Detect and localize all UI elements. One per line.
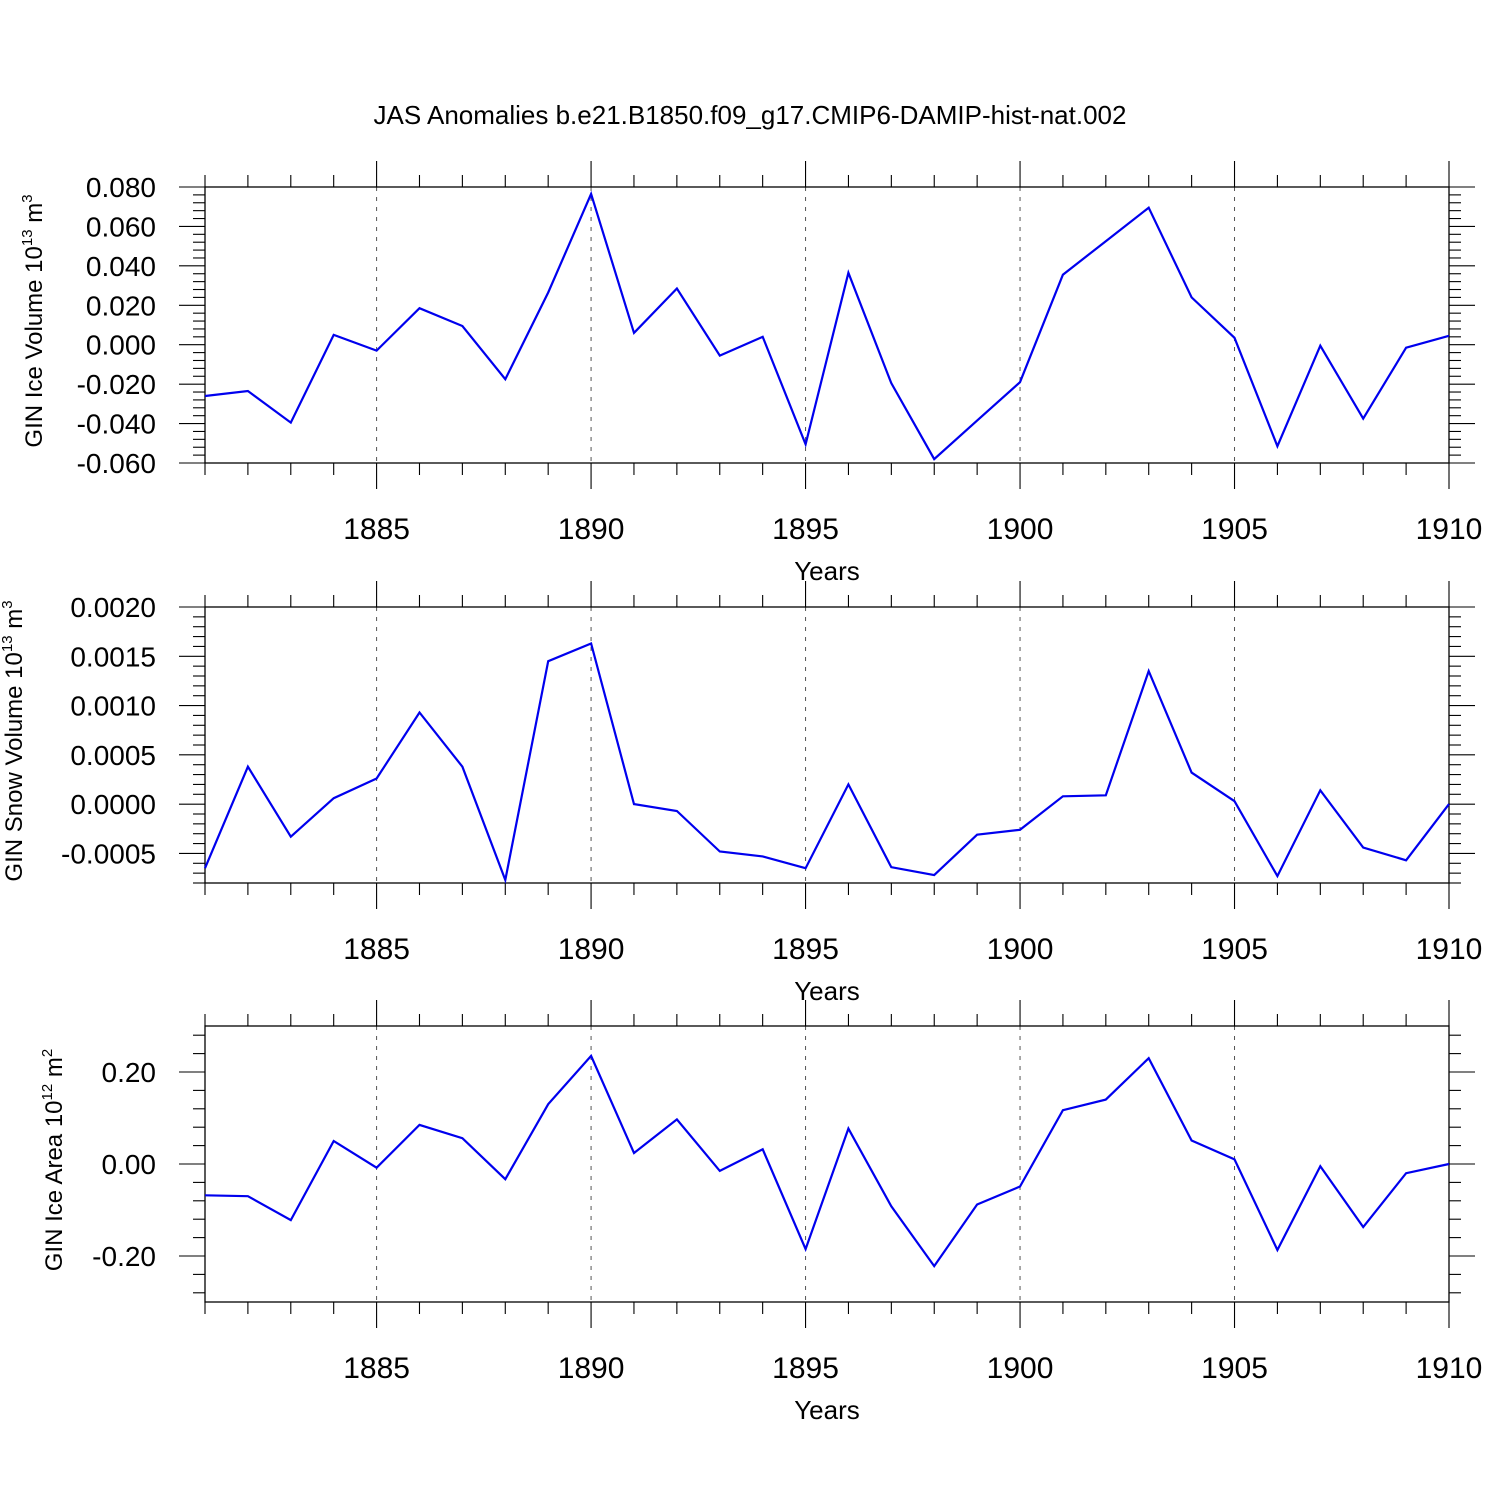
x-tick-label: 1900 — [987, 1352, 1054, 1385]
panel-2: 0.0020 0.0015 0.0010 0.0005 0.0000 -0.0005 188… — [0, 581, 1482, 1006]
y-tick-label: 0.080 — [86, 172, 156, 203]
y-tick-label: 0.0015 — [70, 641, 156, 672]
y-tick-label: 0.0000 — [70, 789, 156, 820]
plot-frame — [204, 606, 1450, 884]
y-axis-label: GIN Snow Volume 1013 m3 — [0, 600, 28, 881]
panel-3: 0.20 0.00 -0.20 1885 1890 1895 1900 1905 1910 Yea… — [39, 1000, 1482, 1425]
y-tick-label: 0.000 — [86, 330, 156, 361]
x-tick-label: 1900 — [987, 933, 1054, 966]
series-line — [204, 1053, 1450, 1269]
x-tick-label: 1895 — [772, 513, 839, 546]
y-tick-label: -0.060 — [77, 448, 156, 479]
x-tick-label: 1885 — [343, 513, 410, 546]
series-line — [204, 190, 1450, 461]
y-tick-label: 0.040 — [86, 251, 156, 282]
x-tick-label: 1895 — [772, 1352, 839, 1385]
y-tick-label: 0.020 — [86, 290, 156, 321]
x-tick-label: 1910 — [1416, 1352, 1483, 1385]
y-tick-label: -0.20 — [92, 1241, 156, 1272]
y-tick-label: 0.0020 — [70, 592, 156, 623]
x-axis-label: Years — [794, 556, 860, 586]
x-tick-label: 1885 — [343, 933, 410, 966]
series-line — [203, 642, 1450, 884]
y-tick-label: 0.20 — [102, 1057, 157, 1088]
y-tick-label: 0.0005 — [70, 740, 156, 771]
x-tick-label: 1890 — [558, 1352, 625, 1385]
y-axis-label: GIN Ice Volume 1013 m3 — [19, 194, 48, 447]
y-tick-label: -0.020 — [77, 369, 156, 400]
x-tick-label: 1895 — [772, 933, 839, 966]
y-tick-label: 0.00 — [102, 1149, 157, 1180]
x-axis-label: Years — [794, 976, 860, 1006]
x-tick-label: 1885 — [343, 1352, 410, 1385]
panel-1: 0.080 0.060 0.040 0.020 0.000 -0.020 -0.040 -0.… — [19, 161, 1482, 586]
x-tick-label: 1905 — [1201, 513, 1268, 546]
plot-frame — [204, 186, 1450, 464]
y-tick-label: 0.0010 — [70, 691, 156, 722]
x-tick-label: 1905 — [1201, 933, 1268, 966]
x-axis-label: Years — [794, 1395, 860, 1425]
x-tick-label: 1890 — [558, 933, 625, 966]
x-tick-label: 1900 — [987, 513, 1054, 546]
y-axis-label: GIN Ice Area 1012 m2 — [39, 1049, 68, 1271]
chart-title: JAS Anomalies b.e21.B1850.f09_g17.CMIP6-… — [374, 100, 1127, 130]
plot-frame — [204, 1025, 1450, 1303]
y-tick-label: -0.0005 — [61, 838, 156, 869]
y-tick-label: 0.060 — [86, 211, 156, 242]
panels: 0.080 0.060 0.040 0.020 0.000 -0.020 -0.040 -0.… — [0, 161, 1482, 1425]
x-tick-label: 1910 — [1416, 933, 1483, 966]
x-tick-label: 1890 — [558, 513, 625, 546]
y-tick-label: -0.040 — [77, 409, 156, 440]
x-tick-label: 1910 — [1416, 513, 1483, 546]
x-tick-label: 1905 — [1201, 1352, 1268, 1385]
